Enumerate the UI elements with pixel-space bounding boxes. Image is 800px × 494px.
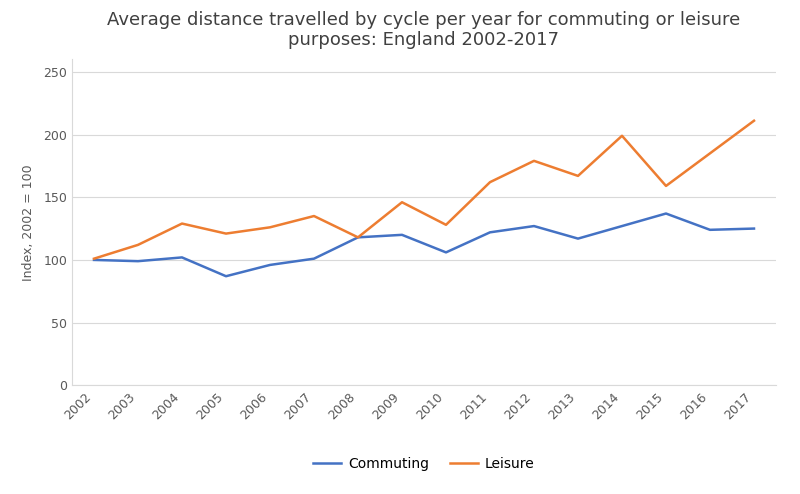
Title: Average distance travelled by cycle per year for commuting or leisure
purposes: : Average distance travelled by cycle per … [107,10,741,49]
Leisure [530,158,539,164]
Commuting [442,249,451,255]
Leisure [706,150,715,156]
Legend: Commuting, Leisure: Commuting, Leisure [308,451,540,476]
Y-axis label: Index, 2002 = 100: Index, 2002 = 100 [22,164,35,281]
Commuting [221,273,231,279]
Commuting [485,229,494,235]
Leisure [178,221,187,227]
Commuting [309,256,318,262]
Commuting [90,257,99,263]
Leisure [573,173,582,179]
Leisure [398,199,407,205]
Leisure [309,213,318,219]
Commuting [618,223,627,229]
Leisure [221,231,231,237]
Leisure [661,183,670,189]
Commuting [398,232,407,238]
Commuting [573,236,582,242]
Line: Commuting: Commuting [94,213,754,276]
Commuting [266,262,275,268]
Leisure [618,133,627,139]
Line: Leisure: Leisure [94,121,754,259]
Commuting [661,210,670,216]
Leisure [90,256,99,262]
Leisure [749,118,758,124]
Commuting [706,227,715,233]
Leisure [354,234,363,240]
Commuting [354,234,363,240]
Commuting [133,258,143,264]
Leisure [442,222,451,228]
Leisure [133,242,143,248]
Commuting [530,223,539,229]
Commuting [178,254,187,260]
Commuting [749,226,758,232]
Leisure [485,179,494,185]
Leisure [266,224,275,230]
